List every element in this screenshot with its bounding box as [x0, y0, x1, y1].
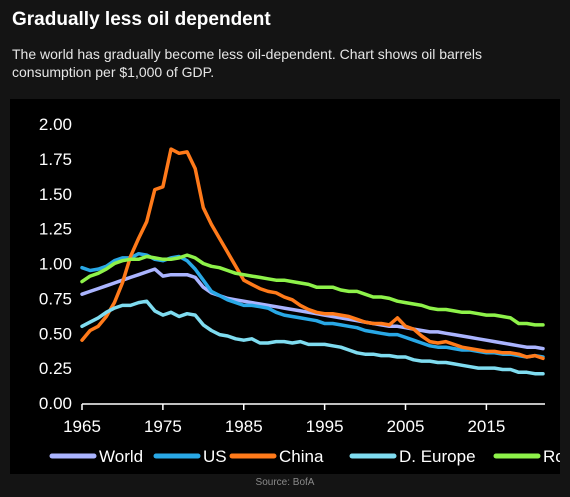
legend-label-us: US: [203, 447, 227, 466]
y-tick-label: 0.25: [39, 359, 72, 378]
chart-panel: 0.00 0.25 0.50 0.75 1.00 1.25 1.50 1.75 2.00 196…: [10, 99, 570, 474]
series-line-row: [80, 253, 545, 327]
y-tick-label: 0.50: [39, 324, 72, 343]
y-tick-label: 0.00: [39, 394, 72, 413]
legend: World US China D. Europe RoW: [49, 447, 570, 466]
x-tick-label: 2015: [467, 417, 505, 436]
series-line-china: [80, 147, 545, 361]
y-tick-label: 0.75: [39, 289, 72, 308]
chart-title: Gradually less oil dependent: [12, 9, 271, 30]
source-note: Source: BofA: [255, 477, 315, 488]
x-tick-label: 1995: [306, 417, 344, 436]
x-tick-label: 1975: [144, 417, 182, 436]
line-chart: 0.00 0.25 0.50 0.75 1.00 1.25 1.50 1.75 2.00 196…: [39, 115, 570, 466]
x-tick-label: 2005: [387, 417, 425, 436]
legend-label-world: World: [99, 447, 143, 466]
legend-label-d-europe: D. Europe: [399, 447, 476, 466]
y-tick-label: 1.75: [39, 150, 72, 169]
x-tick-label: 1985: [225, 417, 263, 436]
series-line-d-europe: [80, 299, 545, 376]
y-tick-label: 1.50: [39, 185, 72, 204]
y-axis: 0.00 0.25 0.50 0.75 1.00 1.25 1.50 1.75 2.00: [39, 115, 72, 413]
legend-label-china: China: [279, 447, 324, 466]
chart-subtitle: The world has gradually become less oil-…: [12, 46, 483, 80]
y-tick-label: 1.25: [39, 220, 72, 239]
series-lines: [80, 147, 545, 376]
y-tick-label: 2.00: [39, 115, 72, 134]
y-tick-label: 1.00: [39, 255, 72, 274]
series-line-world: [80, 267, 545, 351]
x-tick-label: 1965: [63, 417, 101, 436]
x-axis: 1965 1975 1985 1995 2005 2015: [63, 403, 545, 436]
legend-label-row: RoW: [543, 447, 560, 466]
